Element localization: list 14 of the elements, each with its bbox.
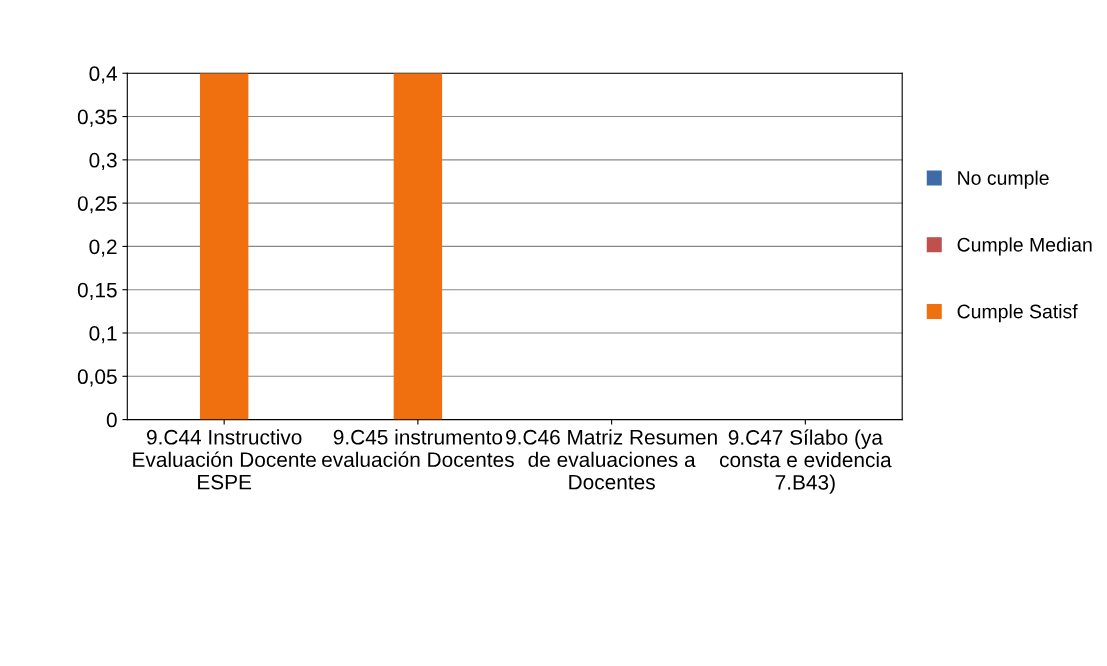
y-tick-label: 0,4 <box>89 66 117 84</box>
y-tick-label: 0,35 <box>77 109 117 127</box>
y-tick-label: 0,05 <box>77 369 117 387</box>
y-tick-label: 0,25 <box>77 196 117 214</box>
y-tick-label: 0,15 <box>77 282 117 300</box>
legend-label: Cumple Median <box>957 237 1092 256</box>
x-tick-label: 9.C44 Instructivo Evaluación Docente ESPE <box>133 429 316 490</box>
legend-label: Cumple Satisf <box>957 304 1078 323</box>
y-tick-label: 0,2 <box>89 239 117 257</box>
legend-label: No cumple <box>958 170 1049 189</box>
x-tick-label: 9.C47 Sílabo (ya consta e evidencia 7.B43) <box>719 429 892 494</box>
y-tick-label: 0,1 <box>89 326 117 344</box>
y-tick-label: 0,3 <box>89 152 117 171</box>
y-tick-label: 0 <box>106 412 117 428</box>
